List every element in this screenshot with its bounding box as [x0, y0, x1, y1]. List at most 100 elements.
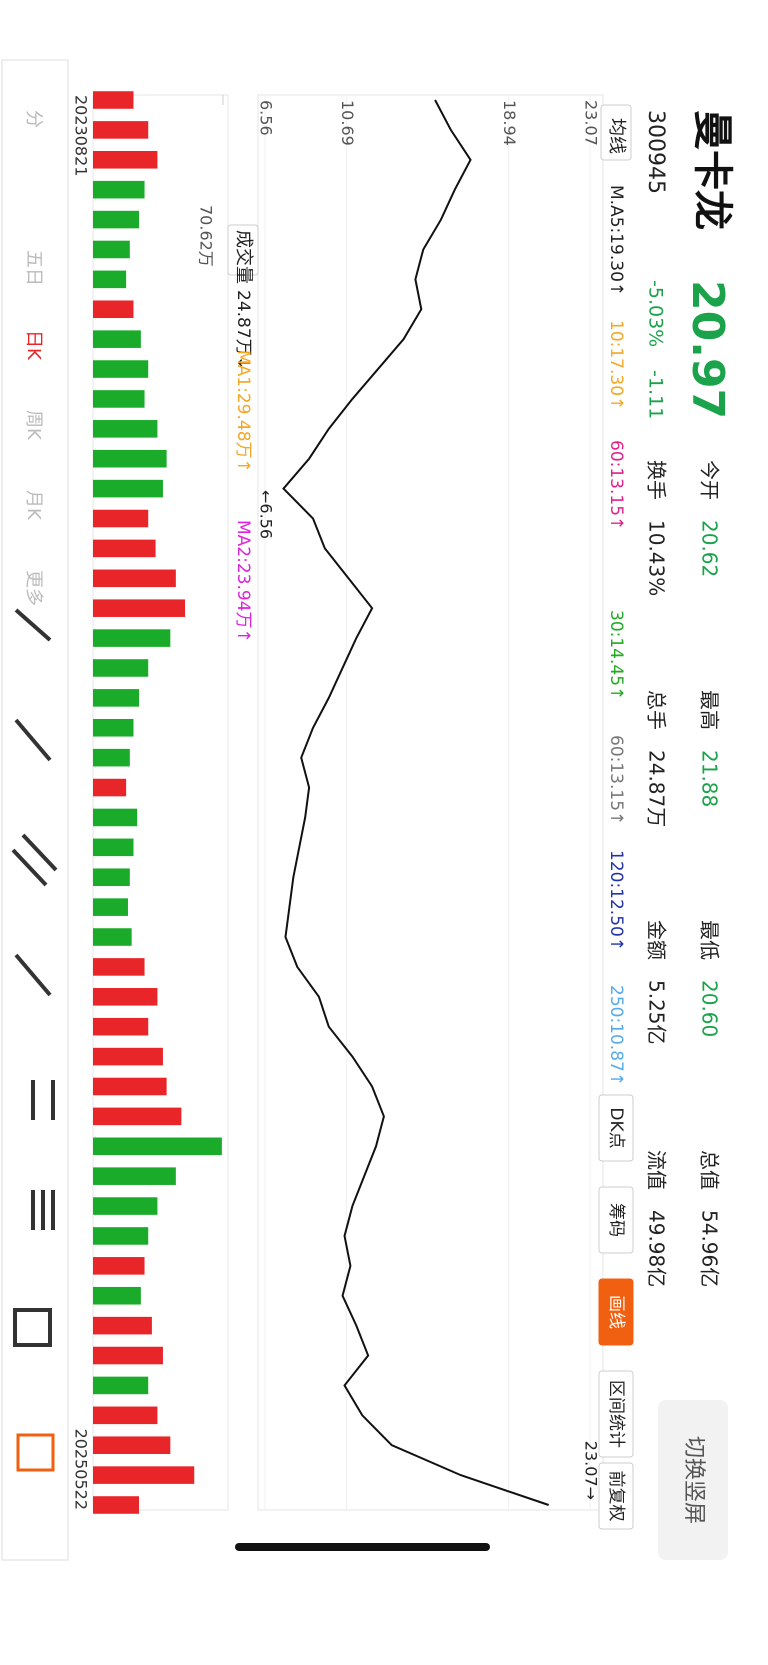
- volume-bar: [92, 300, 134, 319]
- side-button-label[interactable]: 筹码: [606, 1203, 626, 1237]
- stock-name: 曼卡龙: [689, 110, 735, 230]
- home-indicator: [235, 1543, 490, 1551]
- volume-bar: [92, 1197, 158, 1215]
- x-tick-label: 20230821: [72, 95, 91, 176]
- volume-bar: [92, 479, 163, 498]
- side-button-label[interactable]: DK点: [606, 1107, 626, 1148]
- side-button[interactable]: [598, 1370, 634, 1458]
- volume-bar: [92, 1436, 171, 1454]
- switch-label[interactable]: 切换竖屏: [681, 1436, 706, 1524]
- toolbar-item[interactable]: 五日: [23, 250, 44, 286]
- change: -1.11: [645, 370, 667, 419]
- volume-bar: [92, 928, 132, 946]
- stat-label: 流值: [645, 1150, 669, 1190]
- y-tick-label: 23.07: [582, 100, 601, 146]
- y-tick-label: 6.56: [257, 100, 276, 136]
- toolbar-item[interactable]: 分: [23, 110, 44, 128]
- volume-bar: [93, 509, 149, 528]
- volume-title[interactable]: 成交量: [233, 230, 254, 284]
- volume-legend: 24.87万↓: [233, 290, 253, 370]
- volume-bar: [92, 838, 134, 857]
- switch-button[interactable]: [658, 1400, 728, 1560]
- side-button-label[interactable]: 前复权: [606, 1471, 626, 1522]
- side-button[interactable]: [598, 1462, 634, 1530]
- volume-bar: [93, 748, 130, 767]
- stock-code: 300945: [643, 110, 668, 194]
- stat-value: 20.62: [698, 520, 722, 577]
- volume-bar: [93, 1376, 149, 1395]
- stat-value: 5.25亿: [645, 980, 669, 1045]
- volume-bar: [93, 868, 130, 887]
- side-button[interactable]: [598, 1278, 634, 1346]
- stat-value: 24.87万: [645, 750, 669, 827]
- draw-tools[interactable]: [11, 608, 58, 1347]
- volume-bar: [93, 330, 141, 348]
- volume-tick-label: 70.62万: [197, 205, 216, 267]
- volume-bar: [92, 390, 145, 408]
- side-button-label[interactable]: 画线: [606, 1295, 626, 1329]
- ma-selector[interactable]: [600, 104, 632, 161]
- toolbar-item[interactable]: 月K: [23, 490, 44, 521]
- y-tick-label: 10.69: [338, 100, 357, 146]
- side-button[interactable]: [598, 1186, 634, 1254]
- volume-bar: [92, 958, 145, 976]
- volume-bar: [92, 808, 138, 827]
- volume-bar: [92, 629, 171, 647]
- volume-bar: [92, 151, 158, 169]
- volume-bar: [92, 1466, 195, 1484]
- volume-bar: [93, 659, 149, 677]
- volume-bar: [92, 988, 158, 1006]
- stat-value: 20.60: [698, 980, 722, 1037]
- price: 20.97: [682, 280, 733, 419]
- volume-bar: [93, 1077, 167, 1096]
- volume-frame: [92, 94, 229, 1511]
- stat-value: 10.43%: [645, 520, 669, 596]
- volume-bar: [93, 449, 167, 468]
- volume-bar: [93, 360, 149, 378]
- ma-item: 60:13.15↑: [606, 735, 626, 825]
- stat-label: 最高: [698, 690, 722, 730]
- volume-legend: MA2:23.94万↑: [233, 520, 253, 643]
- volume-bar: [92, 1257, 145, 1275]
- ma-item: 10:17.30↑: [606, 320, 626, 410]
- price-frame: [257, 94, 604, 1511]
- volume-legend: MA1:29.48万↑: [233, 350, 253, 473]
- stat-label: 今开: [698, 460, 722, 500]
- stat-value: 49.98亿: [645, 1210, 669, 1287]
- toolbar-item[interactable]: 日K: [23, 330, 44, 361]
- export-icon[interactable]: [16, 1433, 55, 1472]
- volume-bar: [92, 91, 134, 109]
- volume-bar: [92, 1107, 182, 1126]
- stat-value: 21.88: [698, 750, 722, 807]
- volume-bar: [92, 1047, 163, 1066]
- volume-bar: [93, 1286, 141, 1305]
- x-tick-label: 20250522: [72, 1429, 91, 1510]
- max-label: 23.07→: [582, 1441, 601, 1500]
- toolbar-item[interactable]: 周K: [23, 410, 44, 441]
- stat-label: 金额: [645, 920, 669, 960]
- stat-label: 最低: [698, 920, 722, 960]
- volume-bar: [92, 210, 140, 229]
- ma-item: 250:10.87↑: [606, 985, 626, 1086]
- stat-label: 换手: [645, 460, 669, 500]
- volume-bar: [92, 1496, 140, 1514]
- ma-item: 30:14.45↑: [606, 610, 626, 700]
- volume-bar: [92, 420, 158, 438]
- volume-bar: [92, 270, 127, 289]
- change-pct: -5.03%: [645, 280, 667, 347]
- volume-bar: [92, 569, 176, 588]
- toolbar-item[interactable]: 更多: [23, 570, 44, 606]
- volume-bar: [92, 180, 145, 199]
- volume-bar: [93, 1137, 222, 1156]
- close-line: [282, 99, 549, 1506]
- side-button[interactable]: [598, 1094, 634, 1162]
- y-tick-label: 18.94: [500, 100, 519, 146]
- side-button-label[interactable]: 区间统计: [606, 1380, 626, 1448]
- ma-selector-label[interactable]: 均线: [606, 118, 627, 154]
- stat-value: 54.96亿: [698, 1210, 722, 1287]
- volume-bar: [93, 121, 149, 139]
- volume-bar: [92, 689, 140, 707]
- volume-bar: [92, 1406, 158, 1425]
- volume-selector[interactable]: [227, 224, 259, 276]
- volume-bar: [92, 718, 134, 737]
